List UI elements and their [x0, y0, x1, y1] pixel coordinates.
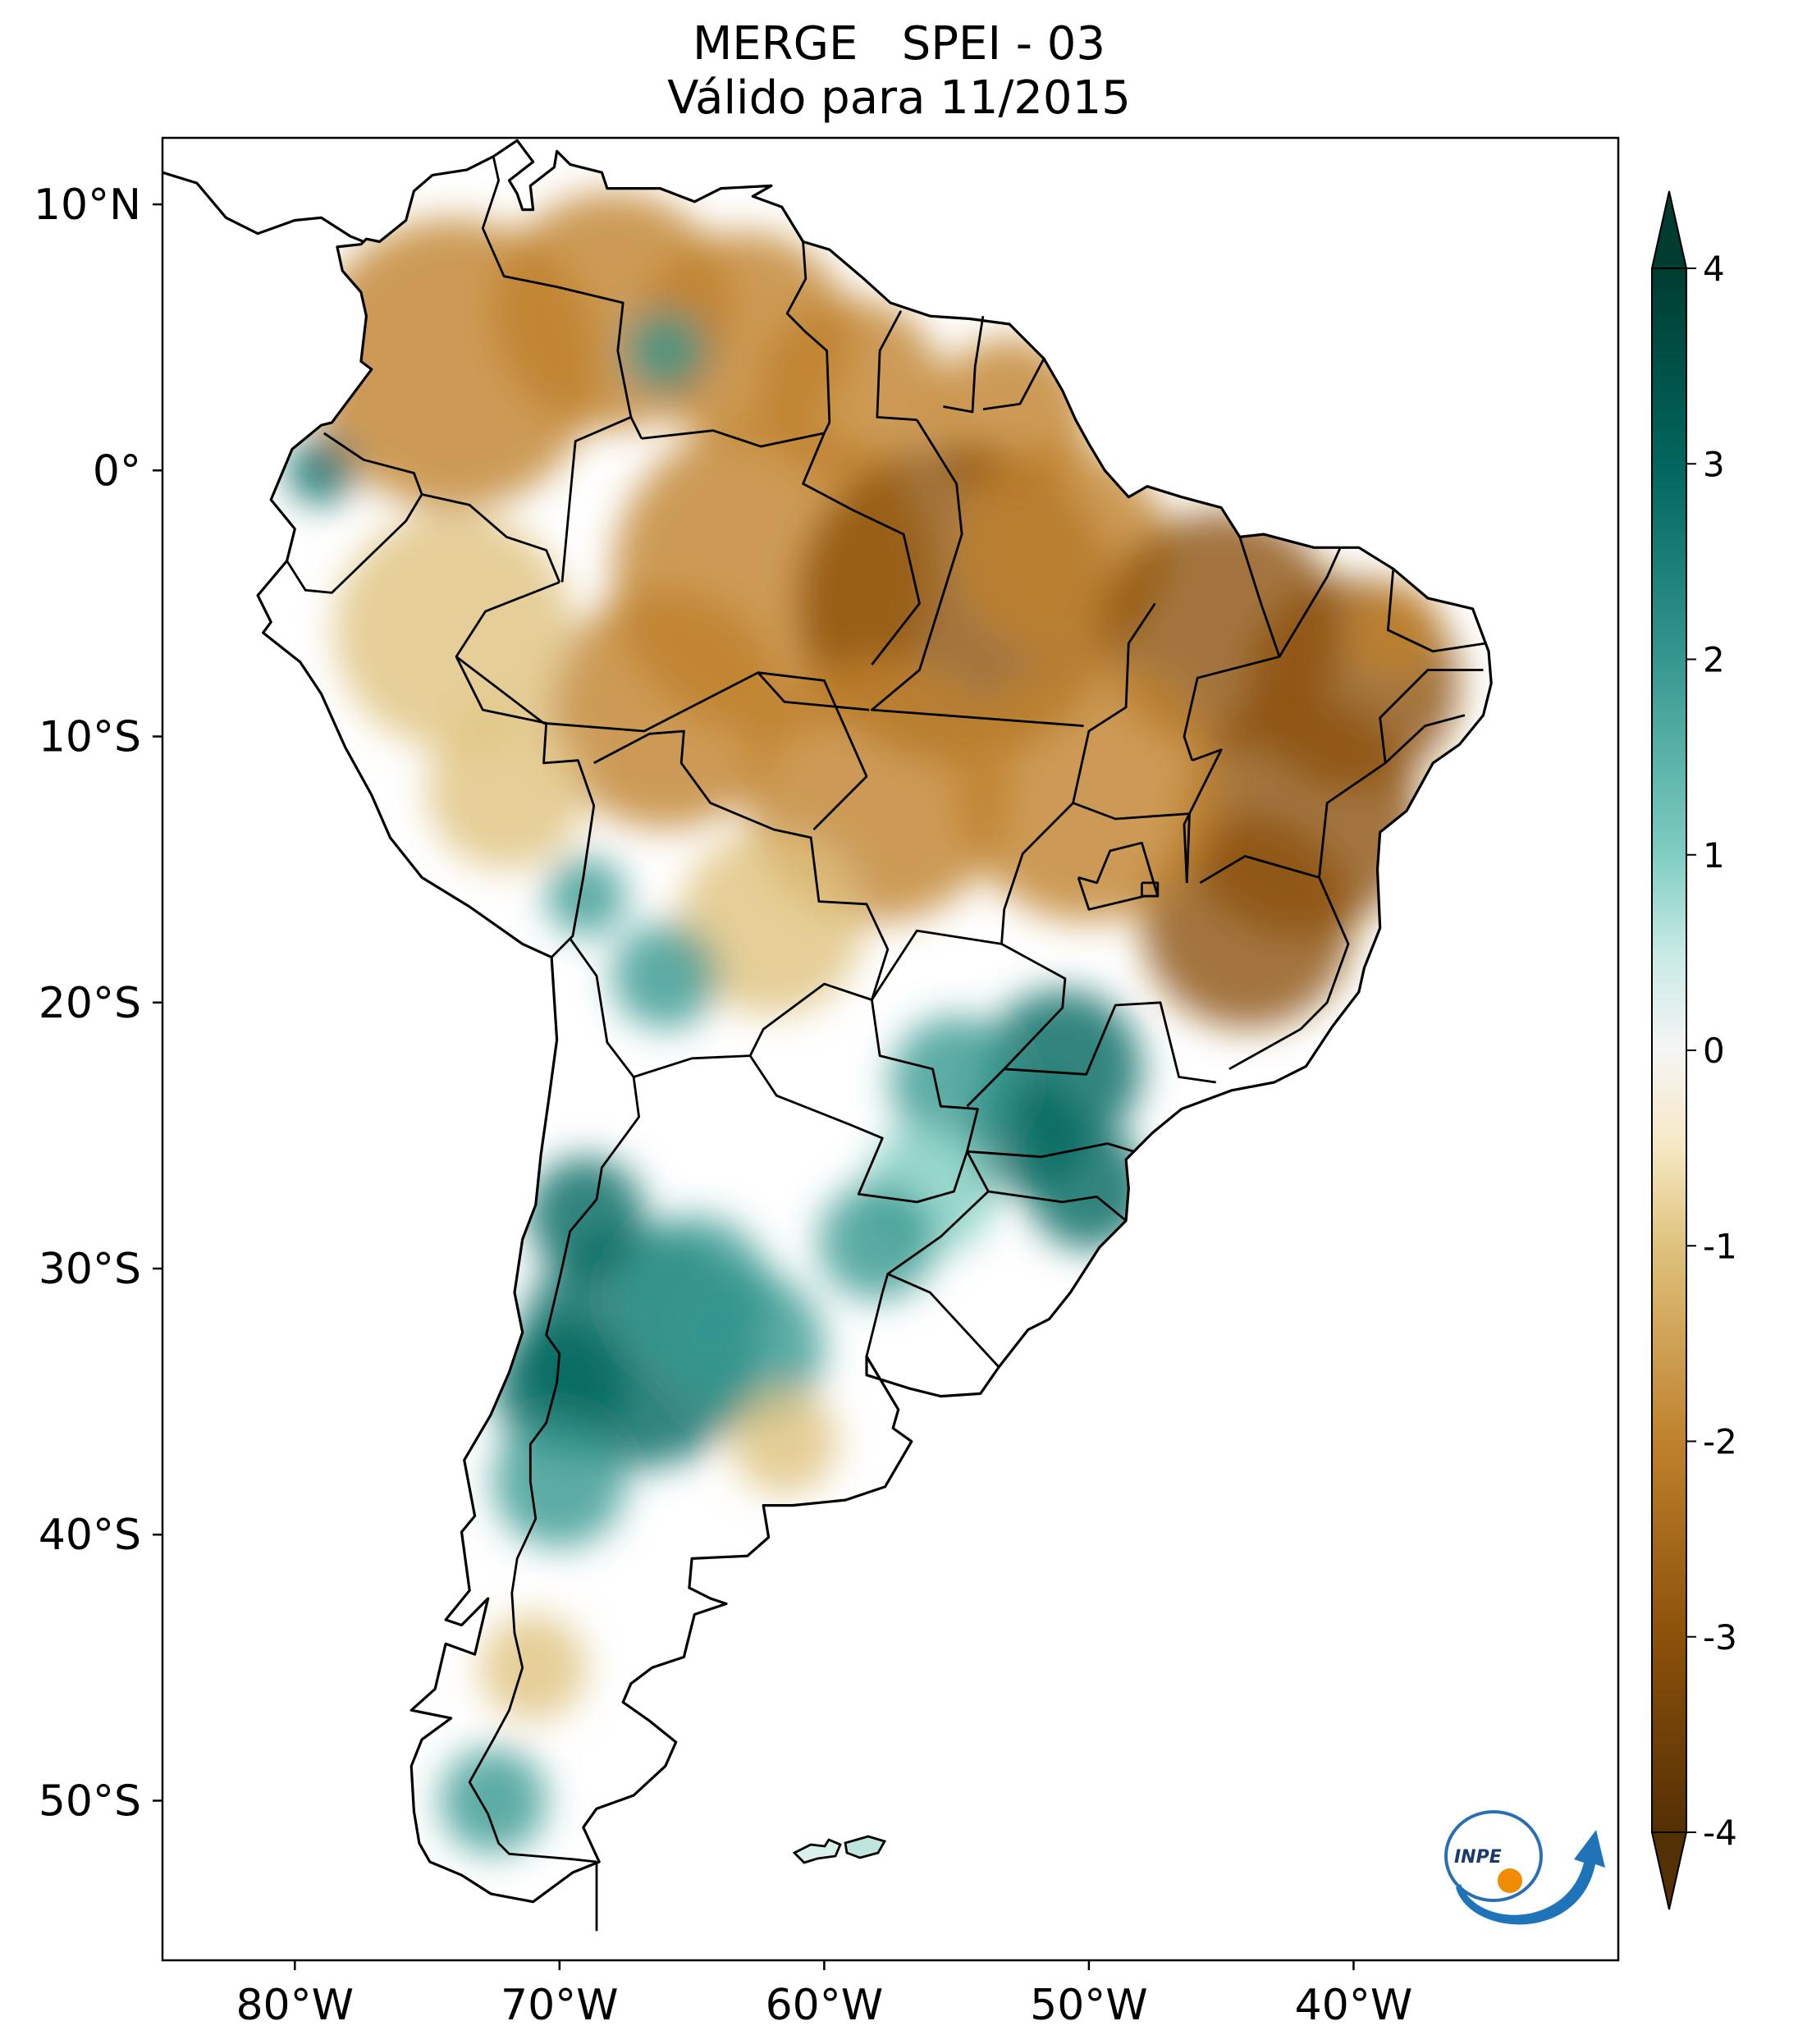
longitude-ticks: 80°W 70°W 60°W 50°W 40°W — [236, 1960, 1412, 2030]
map-title: MERGE SPEI - 03 — [692, 17, 1106, 71]
colorbar-tick-label: -2 — [1703, 1422, 1737, 1462]
lon-tick-label: 60°W — [766, 1981, 884, 2030]
spei-anomaly — [665, 1269, 825, 1429]
colorbar-bar — [1652, 268, 1686, 1832]
border-line — [1387, 569, 1486, 653]
colorbar-tick-label: 0 — [1703, 1031, 1725, 1071]
lon-tick-label: 80°W — [236, 1981, 354, 2030]
border-line — [641, 422, 831, 448]
spei-anomaly — [546, 856, 626, 936]
border-line — [1077, 841, 1160, 911]
spei-anomaly — [334, 510, 573, 749]
lat-tick-label: 0° — [93, 446, 141, 496]
spei-anomaly — [493, 1322, 626, 1455]
border-line — [886, 1150, 1000, 1368]
logo-arrow-icon — [1456, 1830, 1605, 1925]
border-line — [1072, 602, 1191, 883]
border-line — [748, 999, 979, 1204]
border-line — [1000, 802, 1074, 944]
spei-anomaly — [528, 1157, 645, 1274]
border-line — [982, 358, 1045, 411]
lat-tick-label: 10°S — [39, 713, 141, 762]
spei-anomaly — [1027, 1127, 1151, 1250]
spei-anomaly — [493, 1415, 626, 1548]
border-line — [871, 418, 1084, 727]
inpe-logo: INPE — [1444, 1810, 1605, 1925]
spei-anomaly — [679, 830, 864, 1016]
border-line — [1141, 881, 1160, 898]
lon-tick-label: 70°W — [501, 1981, 619, 2030]
spei-anomaly — [731, 1388, 838, 1495]
colorbar-tick-label: -1 — [1703, 1226, 1737, 1266]
border-line — [481, 156, 643, 440]
border-line — [560, 416, 632, 583]
border-line — [967, 1142, 1135, 1159]
lat-tick-label: 10°N — [34, 181, 141, 230]
latitude-ticks: 10°N 0° 10°S 20°S 30°S 40°S 50°S — [34, 181, 162, 1826]
spei-anomaly — [625, 311, 706, 391]
border-line — [1278, 546, 1342, 658]
spei-anomaly — [427, 710, 587, 870]
falkland-islands — [792, 1838, 842, 1864]
spei-anomaly — [480, 1614, 587, 1721]
border-line — [455, 656, 870, 733]
colorbar-tick-label: 4 — [1703, 249, 1725, 289]
border-line — [865, 1273, 890, 1357]
lat-tick-label: 20°S — [39, 979, 141, 1028]
map-frame — [161, 136, 1620, 1962]
spei-anomaly — [1141, 816, 1354, 1029]
logo-orb-icon — [1498, 1868, 1522, 1893]
border-line — [1199, 855, 1350, 1071]
logo-text: INPE — [1454, 1847, 1502, 1868]
border-line — [988, 1190, 1127, 1222]
colorbar-tick-label: -3 — [1703, 1617, 1737, 1658]
spei-anomaly — [818, 1183, 936, 1301]
continent-outline — [256, 139, 1493, 1904]
colorbar-extend-min — [1650, 1831, 1688, 1910]
border-line — [468, 1077, 640, 1863]
border-line — [1379, 669, 1484, 764]
spei-anomaly — [1345, 582, 1441, 678]
spei-anomaly — [286, 436, 356, 505]
border-line — [1183, 536, 1281, 761]
falkland-islands-east — [844, 1835, 887, 1859]
border-line — [1004, 1001, 1216, 1084]
spei-anomaly — [546, 591, 785, 830]
border-line — [757, 671, 868, 830]
colorbar-ticks: 4 3 2 1 0 -1 -2 -3 -4 — [1686, 249, 1737, 1853]
lon-tick-label: 40°W — [1295, 1981, 1413, 2030]
map-subtitle: Válido para 11/2015 — [667, 71, 1131, 125]
colorbar: 4 3 2 1 0 -1 -2 -3 -4 — [1650, 190, 1737, 1910]
spei-anomaly — [890, 1016, 1023, 1149]
political-borders — [286, 156, 1486, 1932]
colorbar-tick-label: 2 — [1703, 640, 1725, 680]
border-line — [785, 241, 831, 423]
lon-tick-label: 50°W — [1030, 1981, 1148, 2030]
spei-anomaly — [440, 1748, 547, 1854]
colorbar-tick-label: 3 — [1703, 444, 1725, 484]
border-line — [286, 432, 423, 594]
colorbar-tick-label: -4 — [1703, 1813, 1737, 1853]
border-line — [943, 315, 985, 414]
lat-tick-label: 50°S — [39, 1776, 141, 1826]
lat-tick-label: 40°S — [39, 1511, 141, 1560]
border-line — [802, 432, 921, 665]
colorbar-tick-label: 1 — [1703, 835, 1725, 876]
spei-anomaly — [612, 922, 719, 1029]
lat-tick-label: 30°S — [39, 1245, 141, 1294]
border-line — [1183, 748, 1223, 883]
border-line — [876, 310, 917, 422]
central-america-coast — [162, 171, 364, 243]
colorbar-extend-max — [1650, 190, 1688, 269]
border-line — [421, 493, 561, 583]
border-line — [455, 581, 596, 958]
